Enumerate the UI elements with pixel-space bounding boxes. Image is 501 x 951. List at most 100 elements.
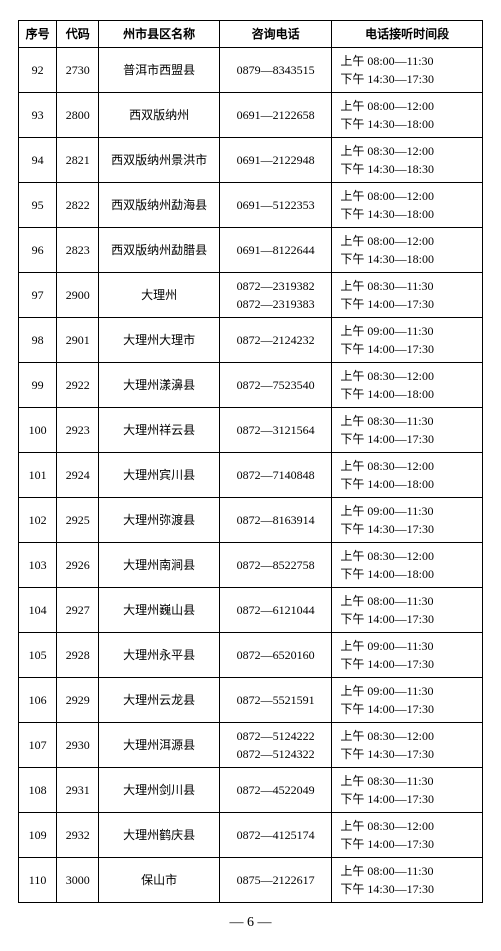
time-am: 上午 08:00—12:00 [340,232,480,250]
col-header-code: 代码 [57,21,99,48]
cell-time: 上午 08:30—12:00下午 14:00—18:00 [332,543,483,588]
cell-seq: 108 [19,768,57,813]
time-am: 上午 08:30—12:00 [340,457,480,475]
table-header-row: 序号 代码 州市县区名称 咨询电话 电话接听时间段 [19,21,483,48]
time-pm: 下午 14:30—18:00 [340,115,480,133]
cell-seq: 100 [19,408,57,453]
col-header-time: 电话接听时间段 [332,21,483,48]
cell-code: 2932 [57,813,99,858]
cell-name: 大理州南涧县 [99,543,220,588]
contact-table: 序号 代码 州市县区名称 咨询电话 电话接听时间段 922730普洱市西盟县08… [18,20,483,903]
cell-seq: 99 [19,363,57,408]
cell-name: 西双版纳州 [99,93,220,138]
cell-name: 大理州巍山县 [99,588,220,633]
cell-phone: 0872—2124232 [219,318,331,363]
cell-seq: 110 [19,858,57,903]
cell-time: 上午 08:00—12:00下午 14:30—18:00 [332,93,483,138]
cell-code: 2926 [57,543,99,588]
table-row: 992922大理州漾濞县0872—7523540上午 08:30—12:00下午… [19,363,483,408]
cell-time: 上午 08:30—12:00下午 14:30—17:30 [332,723,483,768]
time-am: 上午 08:30—11:30 [340,277,480,295]
cell-name: 大理州漾濞县 [99,363,220,408]
cell-seq: 95 [19,183,57,228]
table-row: 1002923大理州祥云县0872—3121564上午 08:30—11:30下… [19,408,483,453]
cell-time: 上午 08:30—12:00下午 14:00—18:00 [332,453,483,498]
cell-time: 上午 09:00—11:30下午 14:00—17:30 [332,678,483,723]
time-am: 上午 08:00—11:30 [340,862,480,880]
col-header-seq: 序号 [19,21,57,48]
cell-phone: 0872—2319382 0872—2319383 [219,273,331,318]
cell-code: 2923 [57,408,99,453]
time-pm: 下午 14:00—17:30 [340,700,480,718]
cell-name: 保山市 [99,858,220,903]
cell-seq: 109 [19,813,57,858]
cell-phone: 0872—6520160 [219,633,331,678]
cell-phone: 0691—8122644 [219,228,331,273]
time-pm: 下午 14:30—18:00 [340,250,480,268]
cell-name: 大理州鹤庆县 [99,813,220,858]
cell-name: 西双版纳州勐腊县 [99,228,220,273]
cell-code: 2821 [57,138,99,183]
table-row: 972900大理州0872—2319382 0872—2319383 上午 08:… [19,273,483,318]
time-am: 上午 09:00—11:30 [340,322,480,340]
cell-code: 2822 [57,183,99,228]
time-pm: 下午 14:00—18:00 [340,385,480,403]
table-row: 1092932大理州鹤庆县0872—4125174上午 08:30—12:00下… [19,813,483,858]
cell-name: 大理州云龙县 [99,678,220,723]
cell-name: 普洱市西盟县 [99,48,220,93]
cell-phone: 0872—4125174 [219,813,331,858]
table-row: 1062929大理州云龙县0872—5521591上午 09:00—11:30下… [19,678,483,723]
time-am: 上午 08:30—11:30 [340,772,480,790]
time-pm: 下午 14:00—18:00 [340,565,480,583]
page-number: — 6 — [18,915,483,931]
cell-name: 大理州 [99,273,220,318]
time-pm: 下午 14:30—18:30 [340,160,480,178]
cell-code: 2800 [57,93,99,138]
cell-time: 上午 08:30—12:00下午 14:00—17:30 [332,813,483,858]
cell-phone: 0879—8343515 [219,48,331,93]
cell-code: 2730 [57,48,99,93]
time-pm: 下午 14:30—17:30 [340,745,480,763]
time-am: 上午 08:00—11:30 [340,592,480,610]
time-am: 上午 08:30—12:00 [340,727,480,745]
cell-seq: 97 [19,273,57,318]
cell-phone: 0872—7523540 [219,363,331,408]
cell-time: 上午 09:00—11:30下午 14:30—17:30 [332,498,483,543]
cell-phone: 0872—5124222 0872—5124322 [219,723,331,768]
cell-code: 2925 [57,498,99,543]
time-pm: 下午 14:00—17:30 [340,790,480,808]
cell-code: 2900 [57,273,99,318]
cell-time: 上午 08:30—11:30下午 14:00—17:30 [332,768,483,813]
cell-name: 大理州宾川县 [99,453,220,498]
cell-seq: 102 [19,498,57,543]
cell-phone: 0872—4522049 [219,768,331,813]
cell-phone: 0691—5122353 [219,183,331,228]
cell-code: 2823 [57,228,99,273]
time-pm: 下午 14:30—18:00 [340,205,480,223]
cell-code: 2929 [57,678,99,723]
cell-phone: 0872—8163914 [219,498,331,543]
table-row: 962823西双版纳州勐腊县0691—8122644 上午 08:00—12:00… [19,228,483,273]
cell-seq: 93 [19,93,57,138]
cell-phone: 0872—5521591 [219,678,331,723]
table-row: 952822西双版纳州勐海县0691—5122353上午 08:00—12:00… [19,183,483,228]
cell-seq: 101 [19,453,57,498]
cell-time: 上午 09:00—11:30下午 14:00—17:30 [332,633,483,678]
cell-code: 2930 [57,723,99,768]
cell-seq: 106 [19,678,57,723]
cell-name: 大理州洱源县 [99,723,220,768]
cell-seq: 92 [19,48,57,93]
time-am: 上午 09:00—11:30 [340,637,480,655]
time-pm: 下午 14:00—17:30 [340,430,480,448]
table-row: 1032926大理州南涧县0872—8522758上午 08:30—12:00下… [19,543,483,588]
time-am: 上午 09:00—11:30 [340,682,480,700]
time-am: 上午 08:30—12:00 [340,547,480,565]
cell-time: 上午 08:30—12:00下午 14:30—18:30 [332,138,483,183]
cell-seq: 98 [19,318,57,363]
cell-phone: 0872—6121044 [219,588,331,633]
table-row: 1052928大理州永平县0872—6520160上午 09:00—11:30下… [19,633,483,678]
cell-seq: 96 [19,228,57,273]
cell-seq: 105 [19,633,57,678]
time-am: 上午 08:30—11:30 [340,412,480,430]
cell-phone: 0691—2122948 [219,138,331,183]
